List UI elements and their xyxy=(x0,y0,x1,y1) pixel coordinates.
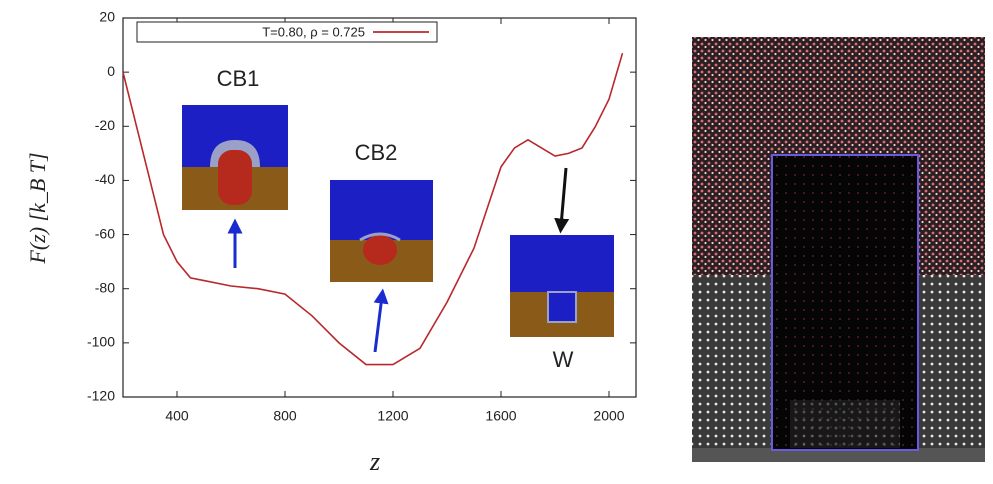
annotation: CB2 xyxy=(355,140,398,165)
x-axis-label: z xyxy=(369,447,380,476)
plot-frame xyxy=(122,17,637,398)
inset-cb2 xyxy=(330,180,433,282)
y-tick-label: 20 xyxy=(99,9,115,25)
series-line xyxy=(122,52,624,366)
x-tick-label: 400 xyxy=(165,408,189,424)
y-tick-label: -100 xyxy=(87,334,115,350)
y-tick-label: -120 xyxy=(87,388,115,404)
legend-box xyxy=(136,21,438,43)
inset-w xyxy=(510,235,614,337)
arrow xyxy=(373,288,389,353)
x-tick-label: 800 xyxy=(273,408,297,424)
y-tick-label: -20 xyxy=(95,117,115,133)
y-tick-label: -80 xyxy=(95,279,115,295)
y-tick-label: -40 xyxy=(95,171,115,187)
plot: -120 -100 -80 -60 -40 -20 0 20 400 800 1200 1600 200… xyxy=(87,9,637,424)
y-tick-label: 0 xyxy=(107,63,115,79)
simulation-snapshot xyxy=(692,37,985,462)
x-tick-label: 1200 xyxy=(377,408,408,424)
inset-cb1 xyxy=(182,105,288,210)
x-tick-label: 2000 xyxy=(593,408,624,424)
annotation: CB1 xyxy=(217,66,260,91)
y-tick-label: -60 xyxy=(95,225,115,241)
y-axis-label: F(z) [k_B T] xyxy=(25,152,50,264)
annotation: W xyxy=(553,347,574,372)
legend-label: T=0.80, ρ = 0.725 xyxy=(262,24,365,39)
x-tick-label: 1600 xyxy=(485,408,516,424)
arrow xyxy=(554,167,570,234)
